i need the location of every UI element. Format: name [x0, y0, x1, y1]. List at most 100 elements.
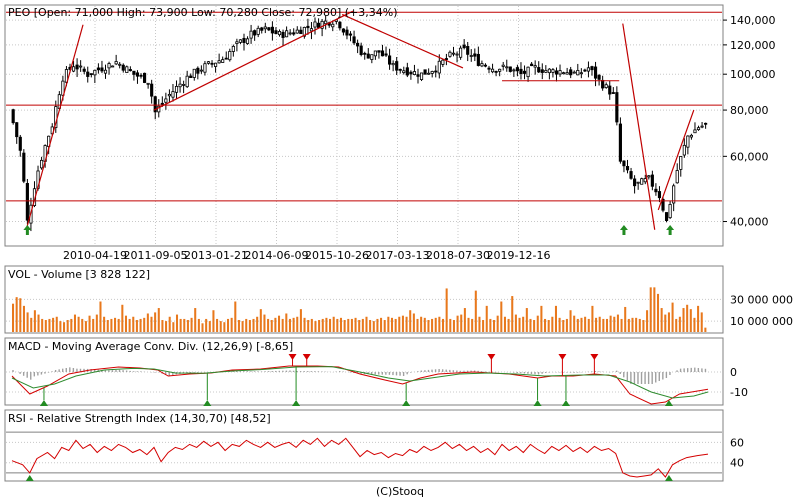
candle — [597, 75, 601, 80]
candle — [682, 144, 686, 156]
candle — [547, 68, 551, 74]
price-panel — [4, 4, 724, 247]
candle — [22, 152, 26, 182]
candle — [459, 47, 463, 58]
trendline — [153, 10, 354, 111]
volume-bar — [697, 305, 700, 332]
volume-bar — [285, 313, 288, 332]
sell-signal-triangle — [288, 354, 297, 360]
candle — [423, 69, 427, 75]
volume-bar — [503, 316, 506, 332]
candle — [341, 28, 345, 33]
volume-bar — [529, 318, 532, 332]
candle — [437, 60, 441, 74]
candle — [203, 63, 207, 73]
candle — [569, 69, 573, 76]
candle — [64, 69, 69, 83]
volume-bar — [26, 312, 29, 332]
x-tick-label: 2013-01-21 — [184, 249, 248, 262]
candle — [263, 26, 267, 30]
volume-bar — [627, 318, 630, 332]
volume-bar — [81, 318, 84, 332]
candle — [253, 30, 257, 36]
candle — [562, 72, 566, 75]
volume-bar — [248, 320, 251, 332]
candle — [164, 98, 168, 103]
volume-bar — [664, 314, 667, 332]
price-title: PEO [Open: 71,000 High: 73,900 Low: 70,2… — [8, 6, 398, 19]
volume-bar — [489, 318, 492, 332]
candle — [679, 156, 683, 170]
candle — [384, 53, 388, 56]
candle — [118, 63, 122, 66]
candle — [593, 66, 598, 79]
volume-bar — [132, 316, 135, 332]
volume-bar — [310, 318, 313, 332]
copyright-footer: (C)Stooq — [375, 485, 424, 498]
volume-bar — [544, 318, 547, 332]
candle — [235, 41, 239, 44]
candle — [505, 66, 509, 69]
candle — [295, 29, 299, 34]
volume-bar — [226, 318, 230, 332]
volume-bar — [620, 318, 623, 332]
x-tick-label: 2015-10-26 — [305, 249, 369, 262]
volume-bar — [121, 304, 124, 332]
candle — [79, 65, 83, 68]
volume-bar — [208, 321, 211, 332]
rsi-line — [11, 437, 709, 478]
candle — [391, 63, 395, 66]
candle — [345, 29, 349, 36]
candle — [196, 67, 200, 74]
volume-bar — [197, 318, 200, 332]
volume-bar — [252, 318, 255, 332]
volume-bar — [172, 322, 175, 332]
candle — [306, 25, 310, 29]
candle — [608, 85, 612, 95]
volume-bar — [84, 321, 87, 332]
volume-bar — [321, 318, 324, 332]
candle — [427, 72, 431, 75]
volume-bar — [256, 316, 259, 332]
volume-bar — [700, 312, 703, 332]
volume-bar — [117, 318, 120, 332]
volume-bar — [511, 296, 514, 332]
candle — [111, 65, 115, 68]
candle — [245, 38, 250, 44]
volume-bar — [241, 321, 244, 332]
candle — [647, 175, 651, 178]
volume-bar — [584, 316, 587, 332]
candle — [217, 60, 221, 64]
candle — [228, 51, 232, 61]
candle — [405, 67, 409, 76]
volume-bar — [409, 310, 412, 332]
candle — [586, 67, 591, 72]
candle — [498, 68, 502, 72]
volume-bar — [205, 318, 208, 332]
volume-bar — [602, 318, 605, 332]
candle — [331, 23, 335, 28]
candle — [434, 70, 438, 73]
volume-bar — [245, 318, 248, 332]
candle — [508, 66, 512, 72]
volume-bar — [15, 297, 18, 332]
volume-bar — [201, 323, 204, 332]
volume-bar — [678, 316, 681, 332]
volume-bar — [95, 314, 98, 332]
candle — [540, 69, 544, 73]
candle — [338, 21, 342, 29]
volume-bar — [307, 320, 310, 332]
candle — [18, 136, 22, 151]
volume-bar — [296, 316, 299, 332]
candle — [689, 134, 693, 138]
volume-bar — [387, 316, 390, 332]
volume-bar — [175, 314, 179, 332]
signal-line — [11, 366, 709, 399]
volume-bar — [165, 321, 168, 332]
candle — [618, 123, 622, 162]
volume-bar — [420, 316, 423, 332]
volume-bar — [339, 317, 343, 332]
candle — [71, 66, 76, 72]
candle — [640, 178, 644, 185]
